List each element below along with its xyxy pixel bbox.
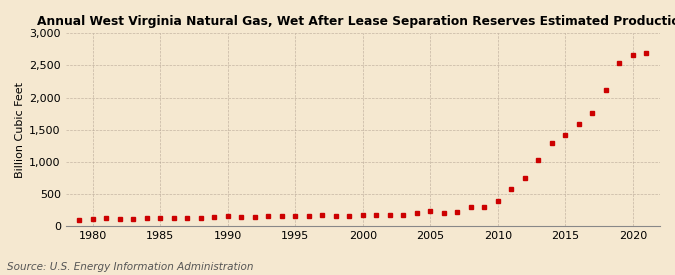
- Y-axis label: Billion Cubic Feet: Billion Cubic Feet: [15, 82, 25, 178]
- Text: Source: U.S. Energy Information Administration: Source: U.S. Energy Information Administ…: [7, 262, 253, 272]
- Title: Annual West Virginia Natural Gas, Wet After Lease Separation Reserves Estimated : Annual West Virginia Natural Gas, Wet Af…: [37, 15, 675, 28]
